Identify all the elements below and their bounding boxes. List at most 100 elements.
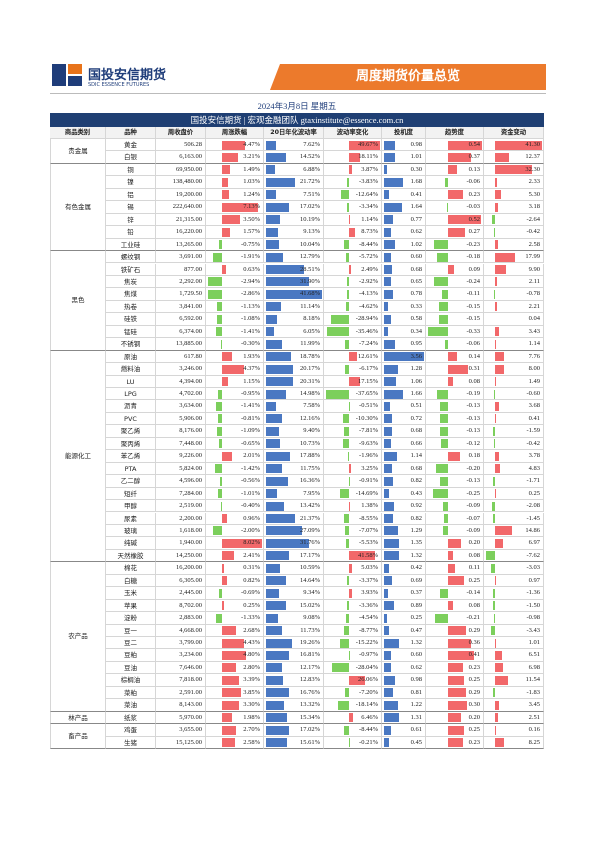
data-bar <box>384 601 394 611</box>
data-bar <box>384 551 399 561</box>
cell-value: -8.44% <box>359 726 378 734</box>
data-bar <box>266 140 277 150</box>
value-cell: 1.49% <box>206 163 264 177</box>
cell-value: -0.20 <box>466 464 480 472</box>
cell-value: 1,729.50 <box>179 290 202 298</box>
name-cell: 纯碱 <box>106 537 156 550</box>
variety-name: 热卷 <box>124 302 137 311</box>
cell-value: 0.30 <box>410 165 422 173</box>
data-bar <box>442 526 449 536</box>
data-bar <box>347 601 350 611</box>
data-bar <box>384 650 391 660</box>
data-bar <box>266 277 309 287</box>
cell-value: -28.94% <box>355 315 378 323</box>
data-bar <box>448 377 454 387</box>
data-bar <box>384 588 389 598</box>
cell-value: 17.17% <box>299 551 320 559</box>
data-bar <box>215 464 223 474</box>
value-cell: 13.42% <box>264 500 324 513</box>
cell-value: -0.42 <box>526 228 540 236</box>
cell-value: 0.36 <box>468 639 480 646</box>
value-cell: 16,200.00 <box>156 562 206 575</box>
value-cell: 8,143.00 <box>156 699 206 712</box>
cell-value: 4.47% <box>243 141 260 148</box>
data-bar <box>266 663 283 673</box>
value-cell: 1.68 <box>382 176 426 189</box>
value-cell: 3,799.00 <box>156 637 206 650</box>
data-bar <box>444 514 449 523</box>
name-cell: 铁矿石 <box>106 263 156 276</box>
column-header: 商品类别 <box>50 127 106 139</box>
data-bar <box>326 389 350 399</box>
value-cell: 4.37% <box>206 363 264 376</box>
data-bar <box>266 713 287 723</box>
cell-value: 0.04 <box>528 315 540 323</box>
data-bar <box>448 265 455 274</box>
value-cell: 1.01 <box>484 637 544 650</box>
cell-value: -1.42% <box>241 464 260 472</box>
cell-value: 6.97 <box>528 539 540 547</box>
variety-name: 铅 <box>127 228 134 237</box>
data-bar <box>448 601 454 611</box>
value-cell: 0.82 <box>382 512 426 525</box>
value-cell: -0.51% <box>324 400 382 413</box>
cell-value: 69,950.00 <box>176 165 202 173</box>
data-bar <box>341 190 350 200</box>
cell-value: 7,818.00 <box>179 676 202 684</box>
cell-value: 28.51% <box>299 265 320 273</box>
cell-value: 6.88% <box>303 165 320 173</box>
variety-name: 焦炭 <box>124 277 137 286</box>
name-cell: 棉花 <box>106 562 156 575</box>
cell-value: 0.96% <box>243 514 260 522</box>
data-bar <box>384 277 392 287</box>
cell-value: 3.87% <box>361 165 378 173</box>
variety-name: 尿素 <box>124 514 137 523</box>
value-cell: 41.58% <box>324 549 382 563</box>
data-bar <box>217 389 223 399</box>
name-cell: 天然橡胶 <box>106 549 156 563</box>
data-bar <box>384 265 392 274</box>
value-cell: 0.23 <box>426 188 484 202</box>
cell-value: -7.07% <box>359 526 378 534</box>
data-bar <box>266 165 276 175</box>
value-cell: 3,246.00 <box>156 363 206 376</box>
data-bar <box>222 638 245 648</box>
value-cell: 0.09 <box>426 263 484 276</box>
value-cell: 1.35 <box>382 537 426 550</box>
value-cell: -28.94% <box>324 313 382 326</box>
value-cell: 0.31 <box>426 363 484 376</box>
data-bar <box>266 476 288 486</box>
header-rule <box>50 93 546 94</box>
data-bar <box>222 601 224 611</box>
data-bar <box>494 165 532 175</box>
cell-value: 7.76 <box>528 352 540 360</box>
data-bar <box>344 688 350 698</box>
data-bar <box>448 140 482 150</box>
data-bar <box>266 626 282 636</box>
name-cell: 甲醇 <box>106 500 156 513</box>
cell-value: 12.37 <box>525 153 540 161</box>
value-cell: -4.13% <box>324 288 382 301</box>
value-cell: 2.58% <box>206 736 264 750</box>
value-cell: 20.17% <box>264 363 324 376</box>
data-bar <box>494 265 507 274</box>
cell-value: 1.29 <box>410 526 422 534</box>
value-cell: 5,906.00 <box>156 412 206 426</box>
name-cell: 玉米 <box>106 587 156 600</box>
cell-value: 8,702.00 <box>179 601 202 609</box>
cell-value: 0.08 <box>468 551 480 559</box>
data-bar <box>266 202 289 212</box>
cell-value: 3,841.00 <box>179 302 202 310</box>
cell-value: 21,315.00 <box>176 215 202 223</box>
value-cell: -0.13 <box>426 475 484 488</box>
data-bar <box>432 489 449 499</box>
data-bar <box>494 663 503 673</box>
name-cell: 菜油 <box>106 699 156 712</box>
cell-value: 18.11% <box>358 153 378 161</box>
data-bar <box>448 165 457 175</box>
data-bar <box>384 314 391 324</box>
cell-value: 3,655.00 <box>179 726 202 734</box>
value-cell: 3.39% <box>206 674 264 687</box>
cell-value: -1.83 <box>526 688 540 696</box>
value-cell: 0.89 <box>382 599 426 613</box>
